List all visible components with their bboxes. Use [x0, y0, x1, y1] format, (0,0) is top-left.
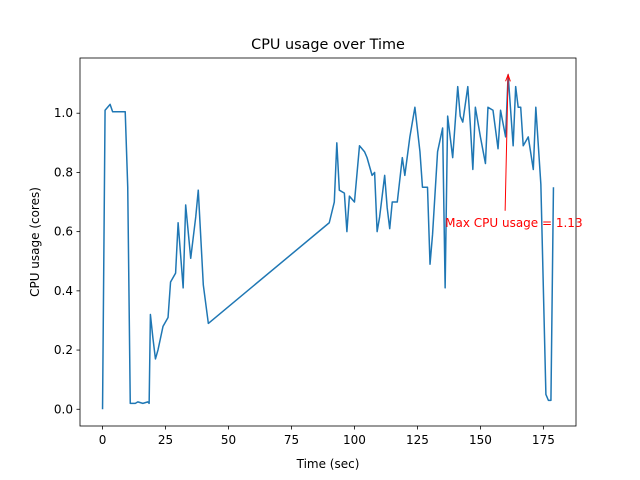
line-series: [101, 73, 555, 410]
y-tick-label: 0.4: [54, 284, 73, 298]
x-tick-label: 25: [158, 433, 173, 447]
annotation-arrowhead: [505, 73, 511, 82]
x-tick-label: 125: [406, 433, 429, 447]
chart-title: CPU usage over Time: [251, 37, 405, 53]
y-tick-label: 0.2: [54, 343, 73, 357]
x-axis-label: Time (sec): [296, 457, 360, 471]
x-tick-label: 75: [284, 433, 299, 447]
annotation-text: Max CPU usage = 1.13: [445, 216, 582, 230]
plot-frame: [79, 57, 577, 427]
y-tick-label: 0.8: [54, 165, 73, 179]
x-tick-label: 175: [532, 433, 555, 447]
x-tick-label: 150: [469, 433, 492, 447]
x-tick-label: 50: [221, 433, 236, 447]
x-tick-label: 0: [99, 433, 107, 447]
annotation-arrow: [504, 74, 509, 211]
x-tick-label: 100: [343, 433, 366, 447]
y-tick-label: 1.0: [54, 106, 73, 120]
y-tick-label: 0.6: [54, 225, 73, 239]
y-tick-label: 0.0: [54, 402, 73, 416]
y-axis-label: CPU usage (cores): [28, 187, 42, 297]
